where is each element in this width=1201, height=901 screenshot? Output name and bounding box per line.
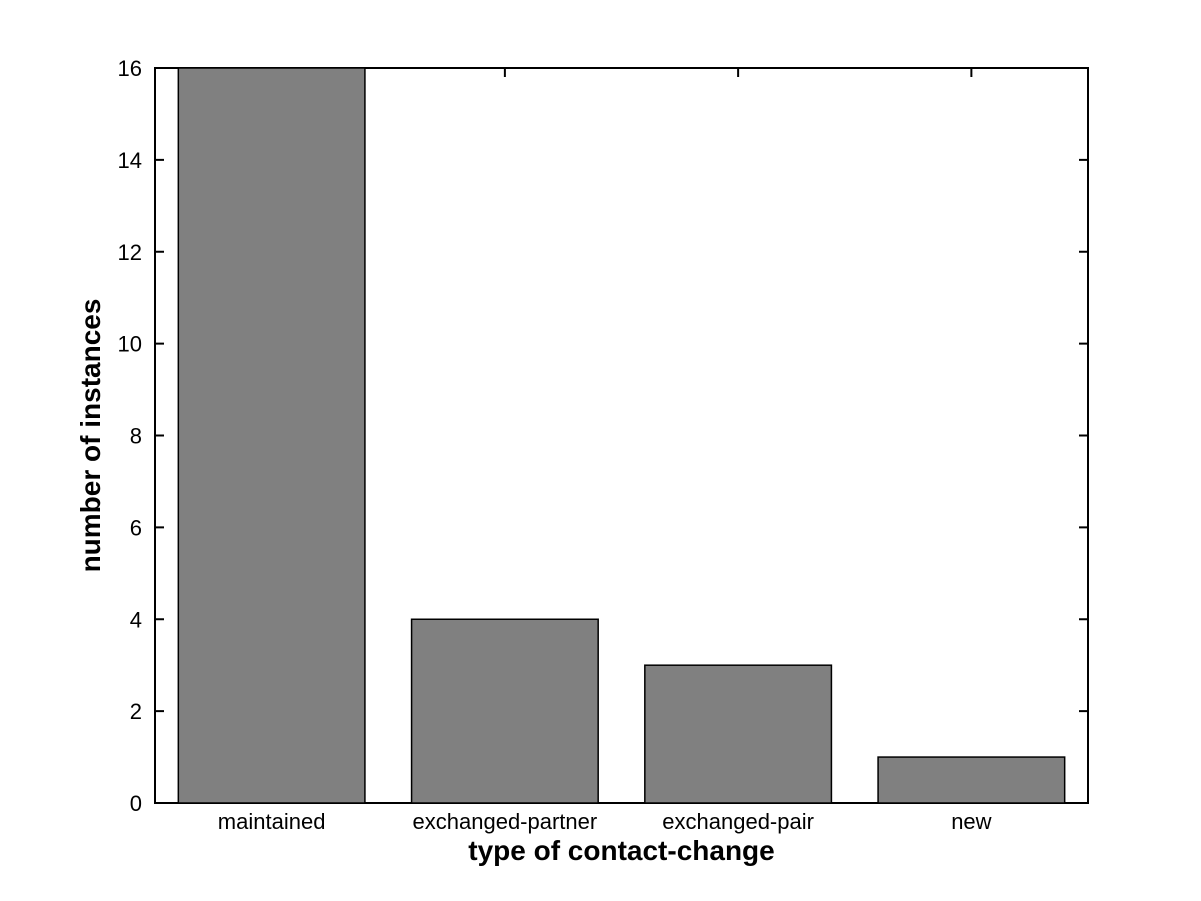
bars-layer — [177, 67, 1066, 804]
y-tick-label: 14 — [118, 148, 142, 173]
y-tick-label: 2 — [130, 699, 142, 724]
plot-box — [154, 67, 1089, 804]
y-tick-label: 16 — [118, 56, 142, 81]
bar-maintained — [177, 67, 366, 804]
y-tick-label: 8 — [130, 424, 142, 449]
bar-new — [877, 756, 1066, 804]
x-tick-label-new: new — [951, 809, 991, 834]
tick-labels-layer: 0 2 4 6 8 10 12 14 16 maintained exchanged-partner… — [118, 56, 992, 834]
y-tick-label: 4 — [130, 607, 142, 632]
y-tick-label: 6 — [130, 515, 142, 540]
y-axis-label: number of instances — [75, 299, 106, 573]
bar-exchanged-partner — [410, 618, 599, 804]
x-tick-label-exchanged-partner: exchanged-partner — [413, 809, 598, 834]
y-tick-label: 12 — [118, 240, 142, 265]
x-axis-label: type of contact-change — [468, 835, 774, 866]
y-tick-label: 0 — [130, 791, 142, 816]
x-tick-label-maintained: maintained — [218, 809, 326, 834]
bar-exchanged-pair — [644, 664, 833, 804]
x-tick-label-exchanged-pair: exchanged-pair — [662, 809, 814, 834]
y-tick-label: 10 — [118, 332, 142, 357]
